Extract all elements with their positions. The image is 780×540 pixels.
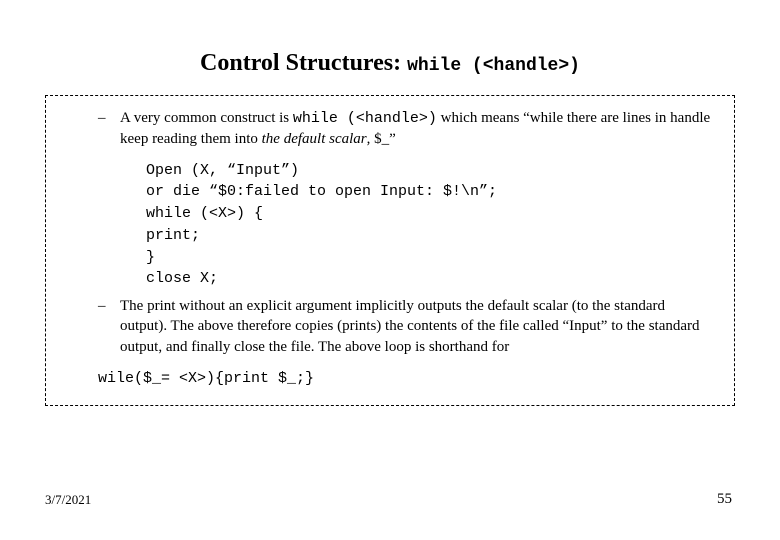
bullet-1-prefix: A very common construct is <box>120 110 293 126</box>
code-block: Open (X, “Input”) or die “$0:failed to o… <box>146 160 712 291</box>
bullet-2: – The print without an explicit argument… <box>68 296 712 357</box>
code-line-2: or die “$0:failed to open Input: $!\n”; <box>146 181 712 203</box>
footer-page: 55 <box>717 491 732 508</box>
code-line-3: while (<X>) { <box>146 203 712 225</box>
final-code: wile($_= <X>){print $_;} <box>98 369 712 389</box>
bullet-1: – A very common construct is while (<han… <box>68 108 712 150</box>
bullet-1-italic: the default scalar <box>262 131 367 147</box>
bullet-2-text: The print without an explicit argument i… <box>120 296 712 357</box>
title-code: while (<handle>) <box>407 56 580 76</box>
slide-title: Control Structures: while (<handle>) <box>0 0 780 95</box>
bullet-1-code: while (<handle>) <box>293 110 437 127</box>
code-line-6: close X; <box>146 268 712 290</box>
slide: Control Structures: while (<handle>) – A… <box>0 0 780 540</box>
bullet-1-suffix: , $_” <box>367 131 396 147</box>
content-box: – A very common construct is while (<han… <box>45 95 735 406</box>
code-line-4: print; <box>146 225 712 247</box>
bullet-dash: – <box>68 296 120 357</box>
bullet-dash: – <box>68 108 120 150</box>
footer-date: 3/7/2021 <box>45 492 91 508</box>
code-line-1: Open (X, “Input”) <box>146 160 712 182</box>
bullet-1-text: A very common construct is while (<handl… <box>120 108 712 150</box>
code-line-5: } <box>146 247 712 269</box>
title-main: Control Structures: <box>200 50 401 76</box>
